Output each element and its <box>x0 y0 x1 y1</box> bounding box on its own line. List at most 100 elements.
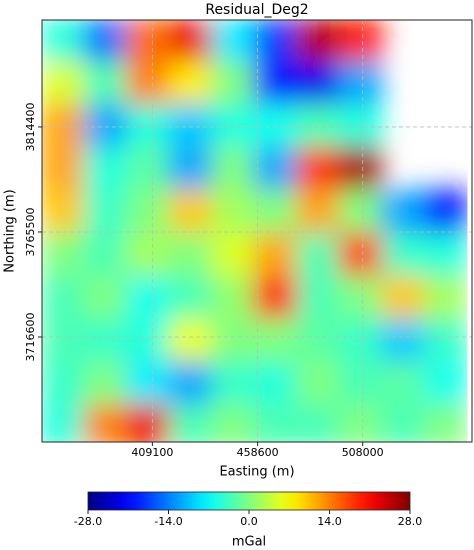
heatmap-cell <box>83 232 128 277</box>
heatmap-cell <box>168 404 213 442</box>
chart-title: Residual_Deg2 <box>205 2 308 18</box>
heatmap-cell <box>168 103 213 148</box>
heatmap-cell <box>253 318 298 363</box>
heatmap-cell <box>83 103 128 148</box>
heatmap-cell <box>42 404 85 442</box>
y-axis-label: Northing (m) <box>3 189 18 272</box>
heatmap-cell <box>211 404 255 442</box>
y-tick-label: 3765500 <box>24 207 37 256</box>
heatmap-cell <box>253 275 298 320</box>
heatmap-cell <box>338 232 383 277</box>
heatmap-cell <box>42 361 85 406</box>
heatmap-cell <box>211 103 255 148</box>
heatmap-cell <box>338 189 383 234</box>
heatmap-cell <box>211 232 255 277</box>
heatmap-cell <box>338 103 383 148</box>
heatmap-cell <box>83 60 128 105</box>
heatmap-cell <box>338 318 383 363</box>
heatmap-cell <box>211 146 255 191</box>
heatmap-cell <box>253 361 298 406</box>
y-tick-label: 3814400 <box>24 102 37 151</box>
colorbar-tick-label: -14.0 <box>154 515 182 528</box>
x-tick-label: 508000 <box>342 446 384 459</box>
heatmap-cell <box>126 275 170 320</box>
heatmap-cell <box>126 20 170 62</box>
x-axis-label: Easting (m) <box>219 465 294 480</box>
heatmap-cell <box>83 361 128 406</box>
heatmap-cell <box>338 20 383 62</box>
heatmap-cell <box>253 60 298 105</box>
heatmap-cell <box>296 232 340 277</box>
heatmap-cell <box>83 275 128 320</box>
heatmap-cell <box>296 60 340 105</box>
heatmap-cell <box>253 146 298 191</box>
heatmap-cell <box>126 103 170 148</box>
heatmap-cell <box>168 318 213 363</box>
heatmap-cell <box>211 60 255 105</box>
heatmap-cell <box>381 275 425 320</box>
y-tick-label: 3716600 <box>24 312 37 361</box>
heatmap-cell <box>338 275 383 320</box>
heatmap-cell <box>253 232 298 277</box>
heatmap-cell <box>168 361 213 406</box>
heatmap-cell <box>381 404 425 442</box>
colorbar-label: mGal <box>232 535 266 550</box>
x-tick-label: 458600 <box>237 446 279 459</box>
heatmap-cell <box>126 189 170 234</box>
heatmap-cell <box>211 189 255 234</box>
heatmap-cell <box>83 404 128 442</box>
heatmap-cell <box>42 232 85 277</box>
heatmap-cell <box>296 318 340 363</box>
plot-frame <box>41 19 473 443</box>
heatmap-cell <box>168 60 213 105</box>
heatmap-cell <box>296 404 340 442</box>
colorbar-tick-label: 0.0 <box>240 515 258 528</box>
heatmap-cell <box>168 146 213 191</box>
colorbar-tick-label: 28.0 <box>398 515 423 528</box>
heatmap-cell <box>126 361 170 406</box>
heatmap-cell <box>42 146 85 191</box>
heatmap-cell <box>296 146 340 191</box>
heatmap-cell <box>168 232 213 277</box>
heatmap-cell <box>42 189 85 234</box>
grid <box>38 20 472 446</box>
heatmap-cell <box>253 20 298 62</box>
heatmap <box>42 20 468 442</box>
heatmap-cell <box>126 318 170 363</box>
heatmap-cell <box>381 361 425 406</box>
heatmap-cell <box>296 20 340 62</box>
heatmap-cell <box>126 146 170 191</box>
heatmap-cell <box>211 318 255 363</box>
heatmap-cell <box>423 404 468 442</box>
heatmap-cell <box>211 361 255 406</box>
heatmap-cell <box>381 189 425 234</box>
plot-area <box>42 20 468 442</box>
colorbar <box>87 491 411 511</box>
heatmap-cell <box>423 318 468 363</box>
heatmap-cell <box>253 189 298 234</box>
heatmap-cell <box>168 275 213 320</box>
heatmap-cell <box>83 146 128 191</box>
heatmap-cell <box>42 20 85 62</box>
colorbar-tick-label: 14.0 <box>317 515 342 528</box>
heatmap-cell <box>211 275 255 320</box>
heatmap-cell <box>338 404 383 442</box>
heatmap-cell <box>423 275 468 320</box>
heatmap-cell <box>296 361 340 406</box>
heatmap-cell <box>42 275 85 320</box>
heatmap-cell <box>211 20 255 62</box>
heatmap-cell <box>42 318 85 363</box>
heatmap-cell <box>338 361 383 406</box>
heatmap-cell <box>338 146 383 191</box>
heatmap-cell <box>296 103 340 148</box>
x-tick-label: 409100 <box>131 446 173 459</box>
heatmap-cell <box>381 232 425 277</box>
heatmap-cell <box>168 20 213 62</box>
heatmap-cell <box>126 232 170 277</box>
heatmap-cell <box>423 189 468 234</box>
colorbar-tick-label: -28.0 <box>74 515 102 528</box>
heatmap-cell <box>42 103 85 148</box>
heatmap-cell <box>126 404 170 442</box>
heatmap-cell <box>338 60 383 105</box>
